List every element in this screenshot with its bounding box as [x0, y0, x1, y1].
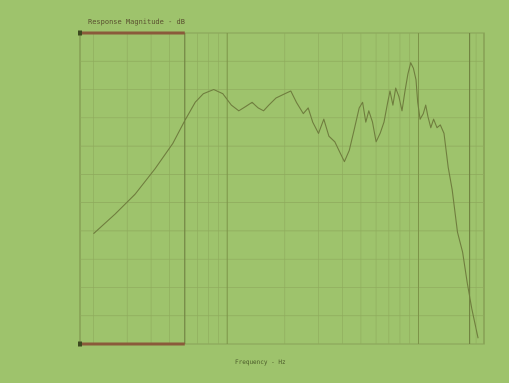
marker-bars: [78, 30, 471, 347]
response-curve: [93, 62, 479, 339]
vertical-grid: [93, 33, 477, 344]
x-axis-title: Frequency - Hz: [235, 359, 286, 366]
chart-title: Response Magnitude - dB: [88, 18, 185, 26]
marker-bar-bottom: [80, 342, 185, 346]
marker-endpoint-bottom: [78, 341, 82, 347]
marker-endpoint-top: [78, 30, 82, 36]
series-layer: [93, 62, 479, 339]
marker-bar-top: [80, 31, 185, 35]
